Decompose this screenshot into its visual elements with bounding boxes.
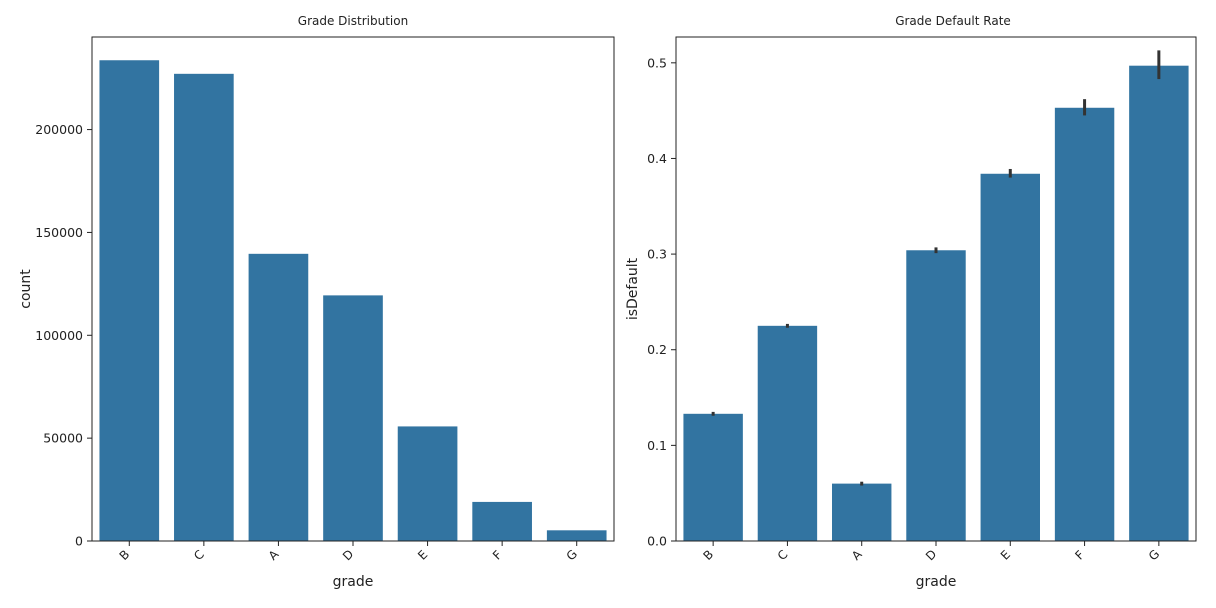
bars: [683, 65, 1189, 542]
bar-B: [683, 413, 743, 541]
y-tick-label: 50000: [43, 431, 83, 446]
chart-title: Grade Default Rate: [895, 14, 1011, 28]
bars: [99, 60, 607, 541]
y-ticks: 0.0 0.1 0.2 0.3 0.4 0.5: [647, 55, 676, 549]
y-tick-label: 0.2: [647, 342, 667, 357]
bar-E: [980, 173, 1040, 541]
bar-G: [1129, 65, 1189, 541]
y-tick-label: 0.0: [647, 534, 667, 549]
x-tick-label: B: [700, 547, 716, 563]
y-axis-label: count: [18, 269, 34, 309]
x-tick-label: C: [191, 547, 207, 563]
y-tick-label: 100000: [35, 328, 83, 343]
error-bars: [711, 50, 1161, 486]
bar-C: [174, 73, 234, 541]
y-ticks: 0 50000 100000 150000 200000: [35, 122, 92, 549]
x-tick-label: B: [117, 547, 133, 563]
y-tick-label: 0.5: [647, 55, 667, 70]
x-tick-label: E: [415, 548, 430, 563]
bar-D: [323, 295, 383, 541]
y-tick-label: 0.4: [647, 151, 667, 166]
bar-D: [906, 250, 966, 541]
bar-F: [1054, 107, 1115, 542]
y-tick-label: 0.3: [647, 247, 667, 262]
grade-distribution-chart: Grade Distribution 0 50000 100000 150000 200…: [18, 14, 615, 590]
x-tick-label: D: [923, 547, 939, 563]
x-tick-label: C: [775, 547, 791, 563]
x-tick-label: A: [266, 547, 282, 563]
x-tick-label: A: [849, 547, 865, 563]
y-axis-label: isDefault: [625, 257, 641, 320]
x-tick-label: G: [564, 547, 580, 563]
x-tick-label: E: [998, 548, 1013, 563]
x-axis-label: grade: [333, 574, 374, 590]
y-tick-label: 200000: [35, 122, 83, 137]
y-tick-label: 0: [75, 534, 83, 549]
bar-A: [832, 483, 892, 541]
y-tick-label: 150000: [35, 225, 83, 240]
grade-default-rate-chart: Grade Default Rate 0.0 0.1 0.2 0.3 0.4 0.5 B C…: [625, 14, 1197, 590]
bar-B: [99, 60, 160, 541]
bar-G: [546, 530, 607, 541]
x-tick-label: D: [340, 547, 356, 563]
chart-title: Grade Distribution: [298, 14, 408, 28]
bar-E: [397, 426, 458, 541]
bar-C: [757, 325, 818, 541]
y-tick-label: 0.1: [647, 438, 667, 453]
bar-A: [248, 253, 309, 541]
x-tick-label: F: [490, 548, 505, 563]
x-tick-label: G: [1146, 547, 1162, 563]
x-axis-label: grade: [916, 574, 957, 590]
bar-F: [472, 501, 532, 541]
x-tick-label: F: [1072, 548, 1087, 563]
